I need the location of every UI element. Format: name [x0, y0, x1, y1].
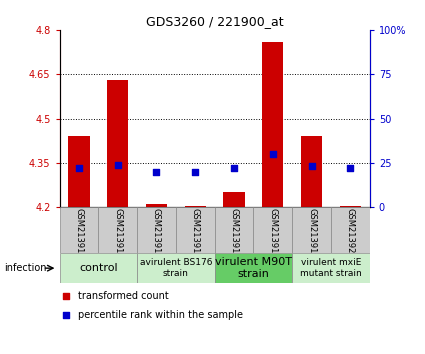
Point	[192, 169, 198, 175]
Bar	[215, 207, 253, 253]
Bar	[68, 136, 90, 207]
Bar	[137, 253, 215, 283]
Point	[308, 164, 315, 169]
Text: virulent mxiE
mutant strain: virulent mxiE mutant strain	[300, 258, 362, 278]
Text: GSM213919: GSM213919	[307, 208, 316, 259]
Bar	[224, 192, 245, 207]
Bar	[60, 253, 137, 283]
Point	[76, 165, 82, 171]
Point	[347, 165, 354, 171]
Title: GDS3260 / 221900_at: GDS3260 / 221900_at	[146, 15, 283, 28]
Bar	[331, 207, 370, 253]
Text: percentile rank within the sample: percentile rank within the sample	[78, 310, 243, 320]
Bar	[215, 253, 292, 283]
Bar	[340, 206, 361, 207]
Text: transformed count: transformed count	[78, 291, 169, 301]
Bar	[301, 136, 322, 207]
Text: GSM213914: GSM213914	[113, 208, 122, 259]
Text: avirulent BS176
strain: avirulent BS176 strain	[139, 258, 212, 278]
Bar	[262, 42, 283, 207]
Text: GSM213917: GSM213917	[230, 208, 238, 259]
Bar	[146, 204, 167, 207]
Bar	[253, 207, 292, 253]
Bar	[98, 207, 137, 253]
Bar	[137, 207, 176, 253]
Bar	[292, 207, 331, 253]
Text: GSM213918: GSM213918	[268, 208, 277, 259]
Text: GSM213913: GSM213913	[74, 208, 83, 259]
Text: virulent M90T
strain: virulent M90T strain	[215, 257, 292, 279]
Text: GSM213916: GSM213916	[191, 208, 200, 259]
Bar	[176, 207, 215, 253]
Bar	[292, 253, 370, 283]
Point	[62, 293, 69, 298]
Bar	[184, 206, 206, 207]
Point	[269, 151, 276, 157]
Text: GSM213915: GSM213915	[152, 208, 161, 259]
Bar	[60, 207, 98, 253]
Text: GSM213920: GSM213920	[346, 208, 355, 259]
Text: control: control	[79, 263, 118, 273]
Point	[62, 312, 69, 318]
Point	[231, 165, 238, 171]
Point	[153, 169, 160, 175]
Text: infection: infection	[4, 263, 47, 273]
Bar	[107, 80, 128, 207]
Point	[114, 162, 121, 167]
